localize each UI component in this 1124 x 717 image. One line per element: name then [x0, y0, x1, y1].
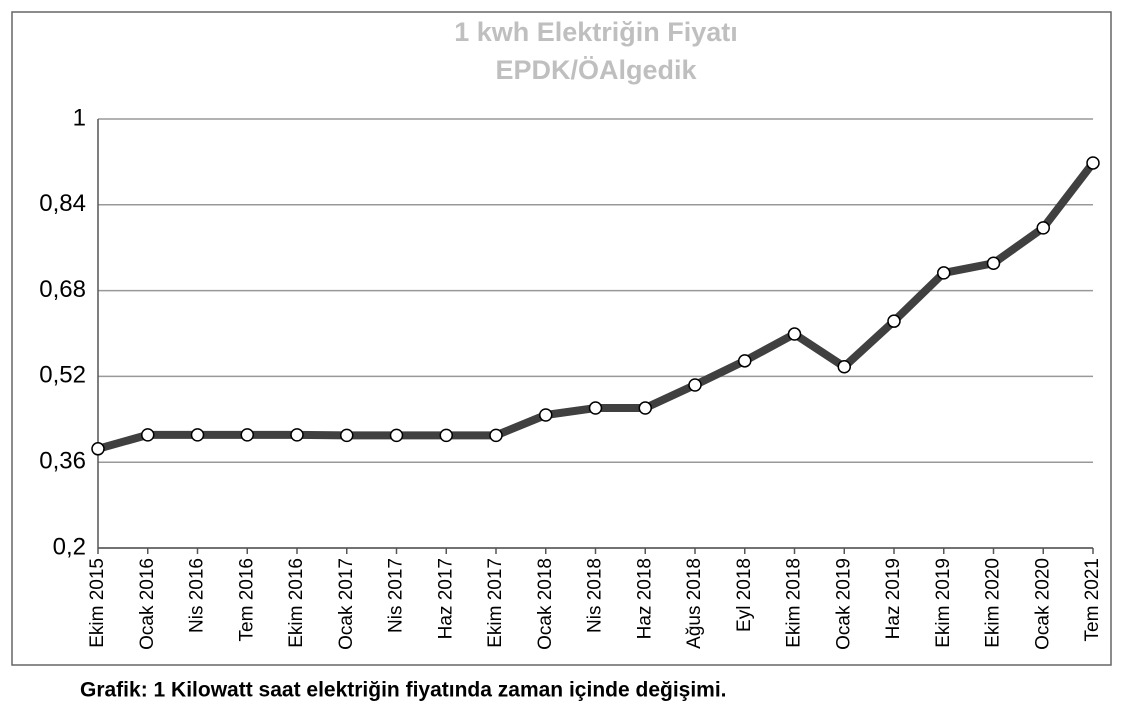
- x-tick-label: Ocak 2016: [137, 558, 158, 650]
- x-tick-label: Tem 2021: [1082, 558, 1103, 641]
- data-point: [240, 428, 254, 442]
- data-point: [688, 378, 702, 392]
- data-point: [638, 401, 652, 415]
- x-tick-label: Nis 2017: [386, 558, 407, 633]
- y-tick-label: 0,2: [53, 533, 86, 560]
- y-tick-label: 0,36: [39, 448, 86, 475]
- data-point: [937, 266, 951, 280]
- x-tick-label: Ocak 2018: [535, 558, 556, 650]
- x-tick-label: Nis 2016: [187, 558, 208, 633]
- data-point: [439, 428, 453, 443]
- data-point: [141, 428, 155, 442]
- data-point: [190, 428, 205, 442]
- data-point: [1036, 221, 1050, 235]
- x-tick-label: Ekim 2019: [933, 558, 954, 648]
- data-point: [738, 354, 752, 368]
- x-tick-label: Haz 2017: [435, 558, 456, 639]
- x-tick-label: Eyl 2018: [734, 558, 755, 632]
- x-tick-label: Haz 2019: [883, 558, 904, 639]
- data-point: [1086, 156, 1100, 170]
- x-tick-label: Ekim 2016: [286, 558, 307, 648]
- data-point: [787, 327, 802, 341]
- data-point: [588, 401, 603, 415]
- y-tick-label: 0,84: [39, 190, 86, 217]
- chart-frame: [11, 11, 1112, 666]
- x-tick-label: Ocak 2020: [1032, 558, 1053, 650]
- x-tick-label: Ekim 2020: [983, 558, 1004, 648]
- chart-title: 1 kwh Elektriğin Fiyatı: [454, 17, 738, 47]
- data-point: [340, 428, 354, 443]
- data-point: [389, 428, 404, 443]
- data-point: [986, 256, 1001, 271]
- data-point: [290, 428, 304, 442]
- x-tick-label: Haz 2018: [634, 558, 655, 639]
- x-tick-label: Ocak 2017: [336, 558, 357, 650]
- data-point: [489, 428, 503, 443]
- y-tick-label: 1: [73, 104, 86, 131]
- data-point: [837, 359, 851, 374]
- x-tick-label: Ocak 2019: [833, 558, 854, 650]
- chart-subtitle: EPDK/ÖAlgedik: [495, 55, 697, 85]
- x-tick-label: Ekim 2017: [485, 558, 506, 648]
- x-tick-label: Ekim 2018: [784, 558, 805, 648]
- data-point: [539, 408, 553, 422]
- x-tick-label: Ekim 2015: [87, 558, 108, 648]
- x-tick-label: Ağus 2018: [684, 558, 705, 649]
- x-tick-label: Nis 2018: [585, 558, 606, 633]
- y-tick-label: 0,52: [39, 362, 86, 389]
- x-tick-label: Tem 2016: [236, 558, 257, 641]
- caption: Grafik: 1 Kilowatt saat elektriğin fiyat…: [80, 679, 727, 702]
- data-point: [91, 442, 105, 456]
- data-point: [887, 314, 901, 328]
- y-tick-label: 0,68: [39, 276, 86, 303]
